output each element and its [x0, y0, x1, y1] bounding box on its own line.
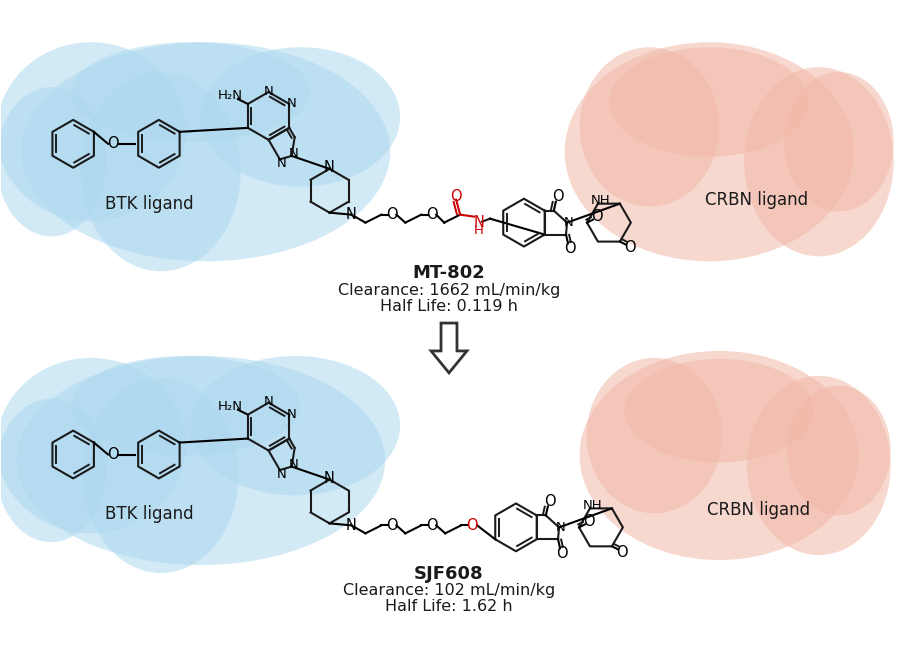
- Ellipse shape: [84, 378, 239, 573]
- Text: N: N: [556, 521, 566, 534]
- Text: NH: NH: [591, 194, 611, 207]
- Text: O: O: [552, 189, 564, 204]
- Text: O: O: [556, 546, 568, 561]
- Ellipse shape: [787, 386, 891, 515]
- Ellipse shape: [190, 356, 401, 495]
- Ellipse shape: [579, 351, 858, 560]
- Text: Half Life: 0.119 h: Half Life: 0.119 h: [380, 299, 518, 313]
- Ellipse shape: [81, 72, 241, 271]
- Ellipse shape: [0, 42, 186, 221]
- Text: N: N: [277, 157, 286, 170]
- Text: O: O: [624, 240, 636, 255]
- Ellipse shape: [0, 399, 106, 542]
- Text: O: O: [451, 189, 462, 204]
- Text: N: N: [289, 458, 298, 471]
- Ellipse shape: [744, 67, 894, 256]
- Text: H₂N: H₂N: [217, 400, 242, 413]
- Ellipse shape: [71, 42, 311, 142]
- Text: N: N: [264, 395, 273, 408]
- Text: Half Life: 1.62 h: Half Life: 1.62 h: [385, 599, 513, 615]
- Ellipse shape: [579, 47, 719, 207]
- Text: O: O: [544, 494, 556, 509]
- Text: N: N: [346, 518, 357, 533]
- Text: CRBN ligand: CRBN ligand: [708, 501, 811, 519]
- Text: O: O: [564, 241, 576, 256]
- Polygon shape: [431, 323, 467, 373]
- Ellipse shape: [747, 376, 891, 555]
- Text: SJF608: SJF608: [414, 565, 484, 583]
- Text: N: N: [277, 468, 286, 480]
- Text: N: N: [286, 97, 296, 111]
- Ellipse shape: [201, 47, 401, 187]
- Text: O: O: [583, 514, 594, 529]
- Ellipse shape: [565, 42, 854, 261]
- Text: N: N: [324, 160, 335, 175]
- Text: BTK ligand: BTK ligand: [105, 195, 193, 213]
- Text: N: N: [564, 216, 574, 229]
- Text: O: O: [107, 136, 119, 151]
- Text: N: N: [473, 215, 485, 230]
- Ellipse shape: [71, 356, 301, 456]
- Text: O: O: [107, 447, 119, 462]
- Text: BTK ligand: BTK ligand: [105, 505, 193, 523]
- Ellipse shape: [22, 42, 391, 261]
- Text: O: O: [427, 518, 438, 533]
- Text: N: N: [264, 85, 273, 97]
- Text: H: H: [474, 224, 484, 237]
- Ellipse shape: [586, 358, 722, 513]
- Ellipse shape: [0, 358, 186, 533]
- Text: O: O: [591, 209, 603, 224]
- Text: MT-802: MT-802: [412, 264, 486, 282]
- Ellipse shape: [784, 72, 894, 211]
- Text: N: N: [346, 207, 357, 222]
- Ellipse shape: [16, 356, 385, 565]
- Text: Clearance: 102 mL/min/kg: Clearance: 102 mL/min/kg: [343, 584, 555, 599]
- Text: N: N: [324, 471, 335, 486]
- Text: O: O: [466, 518, 478, 533]
- Text: O: O: [616, 545, 628, 560]
- Text: CRBN ligand: CRBN ligand: [706, 191, 808, 209]
- Text: N: N: [286, 408, 296, 421]
- Text: O: O: [427, 207, 438, 222]
- Text: O: O: [386, 207, 398, 222]
- Text: Clearance: 1662 mL/min/kg: Clearance: 1662 mL/min/kg: [338, 282, 560, 298]
- Text: N: N: [289, 148, 298, 160]
- Text: NH: NH: [583, 499, 603, 512]
- Ellipse shape: [624, 359, 814, 462]
- Text: O: O: [386, 518, 398, 533]
- Text: H₂N: H₂N: [217, 89, 242, 103]
- Ellipse shape: [610, 47, 809, 157]
- Ellipse shape: [0, 87, 106, 236]
